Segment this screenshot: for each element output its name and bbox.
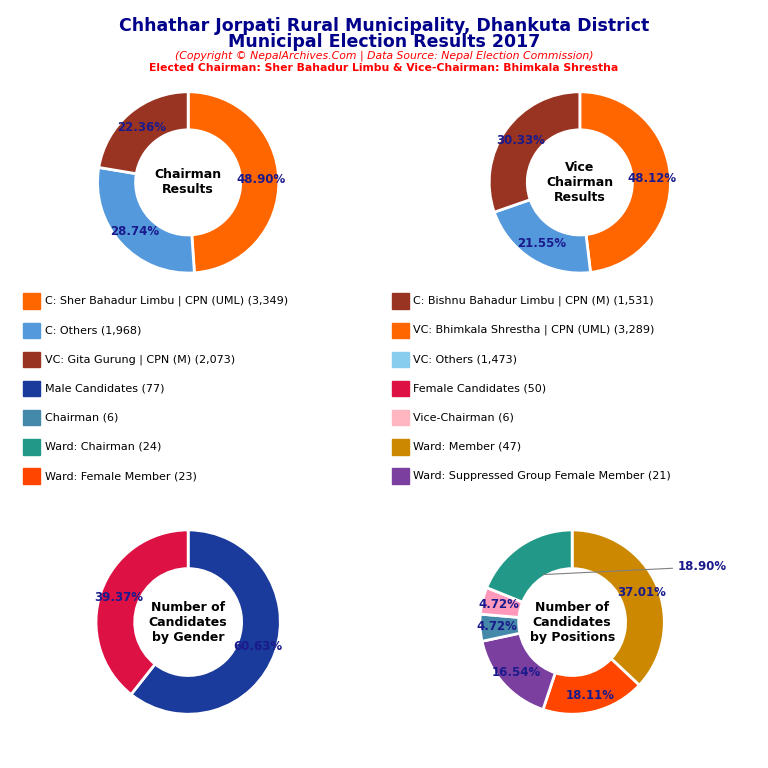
Text: Ward: Female Member (23): Ward: Female Member (23) bbox=[45, 471, 197, 482]
Text: Chairman
Results: Chairman Results bbox=[154, 168, 222, 197]
Wedge shape bbox=[487, 530, 572, 602]
Text: VC: Bhimkala Shrestha | CPN (UML) (3,289): VC: Bhimkala Shrestha | CPN (UML) (3,289… bbox=[413, 325, 654, 336]
Text: 18.11%: 18.11% bbox=[566, 689, 615, 702]
Text: 22.36%: 22.36% bbox=[117, 121, 166, 134]
Text: Ward: Chairman (24): Ward: Chairman (24) bbox=[45, 442, 161, 452]
Wedge shape bbox=[572, 530, 664, 685]
Text: VC: Others (1,473): VC: Others (1,473) bbox=[413, 354, 517, 365]
Text: Male Candidates (77): Male Candidates (77) bbox=[45, 383, 164, 394]
Text: 18.90%: 18.90% bbox=[543, 561, 727, 574]
Wedge shape bbox=[480, 588, 522, 617]
Wedge shape bbox=[96, 530, 188, 694]
Text: 39.37%: 39.37% bbox=[94, 591, 143, 604]
Text: C: Sher Bahadur Limbu | CPN (UML) (3,349): C: Sher Bahadur Limbu | CPN (UML) (3,349… bbox=[45, 296, 288, 306]
Text: Chhathar Jorpati Rural Municipality, Dhankuta District: Chhathar Jorpati Rural Municipality, Dha… bbox=[119, 17, 649, 35]
Text: C: Bishnu Bahadur Limbu | CPN (M) (1,531): C: Bishnu Bahadur Limbu | CPN (M) (1,531… bbox=[413, 296, 654, 306]
Text: Vice
Chairman
Results: Vice Chairman Results bbox=[546, 161, 614, 204]
Text: 21.55%: 21.55% bbox=[517, 237, 566, 250]
Text: Number of
Candidates
by Gender: Number of Candidates by Gender bbox=[149, 601, 227, 644]
Text: 60.63%: 60.63% bbox=[233, 640, 283, 653]
Wedge shape bbox=[131, 530, 280, 714]
Text: Number of
Candidates
by Positions: Number of Candidates by Positions bbox=[529, 601, 615, 644]
Text: 4.72%: 4.72% bbox=[478, 598, 519, 611]
Text: 4.72%: 4.72% bbox=[476, 621, 517, 634]
Text: Vice-Chairman (6): Vice-Chairman (6) bbox=[413, 412, 514, 423]
Text: 16.54%: 16.54% bbox=[492, 666, 541, 679]
Wedge shape bbox=[480, 614, 520, 641]
Text: 37.01%: 37.01% bbox=[617, 585, 666, 598]
Wedge shape bbox=[188, 92, 279, 273]
Wedge shape bbox=[495, 200, 591, 273]
Wedge shape bbox=[543, 659, 639, 714]
Text: Female Candidates (50): Female Candidates (50) bbox=[413, 383, 546, 394]
Text: 30.33%: 30.33% bbox=[496, 134, 545, 147]
Text: (Copyright © NepalArchives.Com | Data Source: Nepal Election Commission): (Copyright © NepalArchives.Com | Data So… bbox=[175, 51, 593, 61]
Text: Municipal Election Results 2017: Municipal Election Results 2017 bbox=[228, 33, 540, 51]
Wedge shape bbox=[489, 92, 580, 212]
Text: 28.74%: 28.74% bbox=[110, 224, 159, 237]
Text: Ward: Suppressed Group Female Member (21): Ward: Suppressed Group Female Member (21… bbox=[413, 471, 671, 482]
Wedge shape bbox=[99, 92, 188, 174]
Text: 48.12%: 48.12% bbox=[627, 171, 677, 184]
Text: 48.90%: 48.90% bbox=[236, 174, 285, 187]
Wedge shape bbox=[580, 92, 670, 273]
Text: Elected Chairman: Sher Bahadur Limbu & Vice-Chairman: Bhimkala Shrestha: Elected Chairman: Sher Bahadur Limbu & V… bbox=[149, 63, 619, 73]
Text: Ward: Member (47): Ward: Member (47) bbox=[413, 442, 521, 452]
Text: Chairman (6): Chairman (6) bbox=[45, 412, 118, 423]
Wedge shape bbox=[482, 633, 555, 710]
Text: VC: Gita Gurung | CPN (M) (2,073): VC: Gita Gurung | CPN (M) (2,073) bbox=[45, 354, 235, 365]
Wedge shape bbox=[98, 167, 194, 273]
Text: C: Others (1,968): C: Others (1,968) bbox=[45, 325, 141, 336]
